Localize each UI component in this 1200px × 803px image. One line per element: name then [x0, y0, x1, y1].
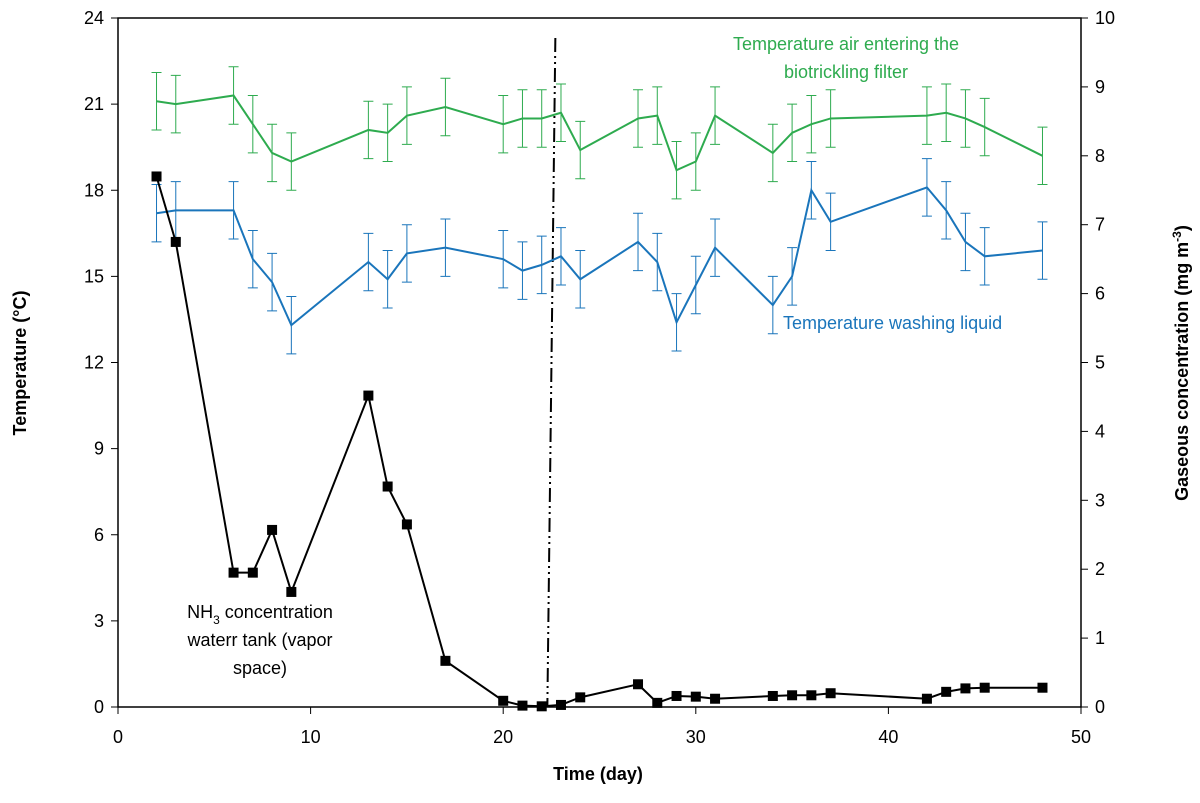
x-tick-label: 0	[113, 727, 123, 747]
marker	[921, 693, 932, 704]
marker	[286, 586, 297, 597]
marker	[536, 701, 547, 712]
series-label: Temperature air entering the	[733, 34, 959, 54]
marker	[787, 690, 798, 701]
marker	[555, 699, 566, 710]
marker	[825, 688, 836, 699]
series-label: Temperature washing liquid	[783, 313, 1002, 333]
x-tick-label: 30	[686, 727, 706, 747]
y-tick-label: 0	[94, 697, 104, 717]
marker	[170, 236, 181, 247]
marker	[690, 691, 701, 702]
y-axis-label: Temperature (°C)	[10, 291, 30, 436]
marker	[440, 655, 451, 666]
marker	[652, 697, 663, 708]
y2-tick-label: 10	[1095, 8, 1115, 28]
y2-tick-label: 5	[1095, 353, 1105, 373]
series-label: biotrickling filter	[784, 62, 908, 82]
y-tick-label: 12	[84, 353, 104, 373]
y-tick-label: 24	[84, 8, 104, 28]
marker	[671, 690, 682, 701]
y2-tick-label: 6	[1095, 284, 1105, 304]
x-tick-label: 40	[878, 727, 898, 747]
series-line	[156, 94, 1043, 172]
y2-tick-label: 3	[1095, 490, 1105, 510]
marker	[710, 693, 721, 704]
label-part: concentration	[220, 602, 333, 622]
y2-label-part: Gaseous concentration (mg m	[1172, 242, 1192, 501]
marker	[151, 171, 162, 182]
marker	[575, 692, 586, 703]
x-tick-label: 20	[493, 727, 513, 747]
error-bar	[151, 72, 162, 131]
y2-tick-label: 0	[1095, 697, 1105, 717]
marker	[498, 695, 509, 706]
marker	[267, 524, 278, 535]
y-tick-label: 3	[94, 611, 104, 631]
y2-tick-label: 7	[1095, 215, 1105, 235]
y-tick-label: 6	[94, 525, 104, 545]
marker	[941, 686, 952, 697]
label-part: NH	[187, 602, 213, 622]
marker	[960, 683, 971, 694]
series-line	[155, 176, 1043, 708]
marker	[806, 690, 817, 701]
x-tick-label: 50	[1071, 727, 1091, 747]
label-part: 3	[213, 613, 220, 627]
y2-label-part: )	[1172, 225, 1192, 231]
marker	[767, 690, 778, 701]
y2-tick-label: 1	[1095, 628, 1105, 648]
marker	[228, 567, 239, 578]
series-label: NH3 concentration	[187, 602, 333, 627]
marker	[633, 679, 644, 690]
marker	[979, 682, 990, 693]
marker	[363, 390, 374, 401]
series-label: space)	[233, 658, 287, 678]
y-tick-label: 9	[94, 439, 104, 459]
reference-line	[546, 37, 557, 708]
y2-tick-label: 9	[1095, 77, 1105, 97]
y2-tick-label: 4	[1095, 421, 1105, 441]
series-line	[156, 186, 1043, 327]
y2-axis-label: Gaseous concentration (mg m-3)	[1170, 225, 1192, 501]
y2-tick-label: 8	[1095, 146, 1105, 166]
x-axis-label: Time (day)	[553, 764, 643, 784]
marker	[247, 567, 258, 578]
y-tick-label: 15	[84, 266, 104, 286]
series-label: waterr tank (vapor	[186, 630, 332, 650]
y-tick-label: 21	[84, 94, 104, 114]
x-tick-label: 10	[301, 727, 321, 747]
y-tick-label: 18	[84, 180, 104, 200]
y2-tick-label: 2	[1095, 559, 1105, 579]
marker	[1037, 682, 1048, 693]
marker	[382, 481, 393, 492]
marker	[517, 700, 528, 711]
y2-label-part: -3	[1170, 231, 1184, 242]
marker	[401, 519, 412, 530]
